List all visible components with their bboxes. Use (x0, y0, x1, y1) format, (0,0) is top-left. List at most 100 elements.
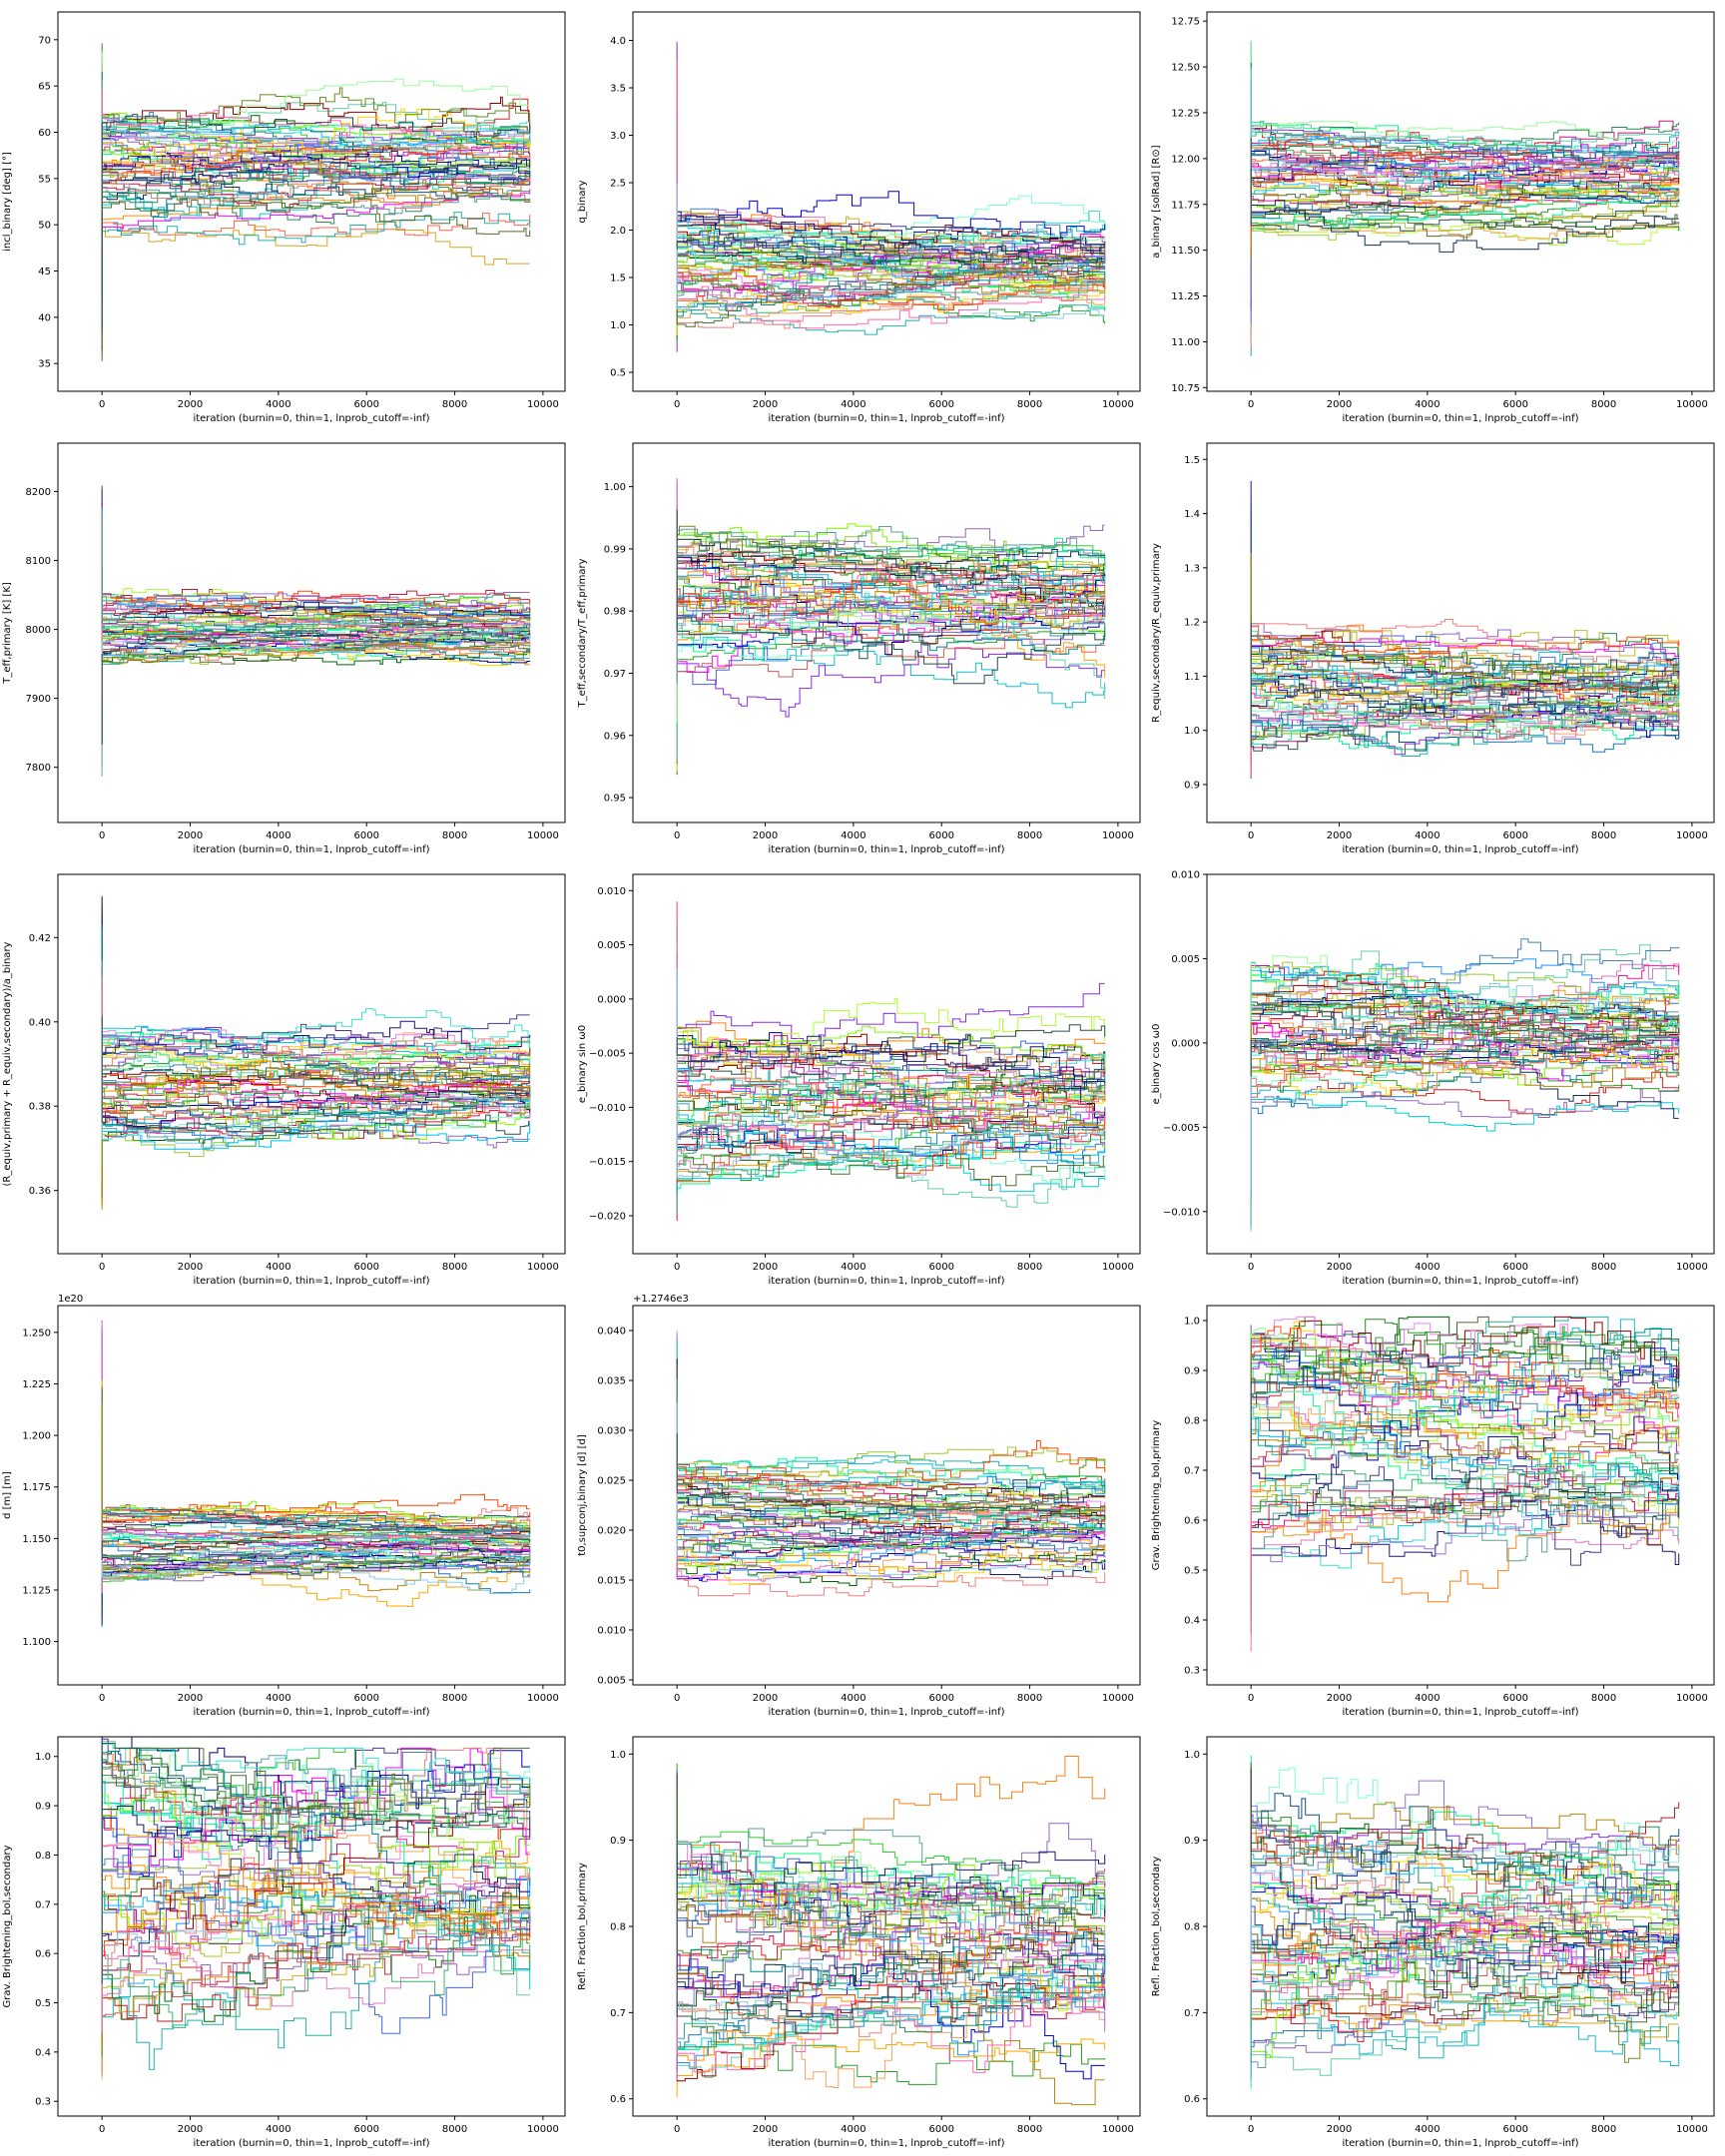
walker-trace-60 (1250, 1767, 1680, 2012)
y-tick-label: 70 (38, 35, 51, 46)
walker-trace-55 (1250, 662, 1679, 779)
x-axis-label: iteration (burnin=0, thin=1, lnprob_cuto… (768, 2138, 1004, 2149)
x-tick-label: 6000 (928, 399, 953, 410)
y-tick-label: 0.3 (1184, 1666, 1200, 1677)
walker-trace-52 (101, 178, 531, 209)
walker-trace-55 (676, 1027, 1105, 1191)
walker-trace-54 (676, 1102, 1106, 1169)
walker-trace-28 (676, 1397, 1106, 1551)
walker-trace-17 (676, 1886, 1106, 2011)
x-tick-label: 0 (674, 399, 680, 410)
walker-trace-36 (676, 1964, 1105, 2039)
walker-trace-41 (101, 1775, 531, 2041)
walker-trace-37 (1250, 1316, 1680, 1421)
x-tick-label: 10000 (1102, 1693, 1134, 1704)
x-tick-label: 4000 (841, 1262, 865, 1273)
y-tick-label: 11.75 (1171, 200, 1200, 211)
walker-trace-60 (676, 1433, 1106, 1517)
walker-trace-32 (676, 1079, 1106, 1208)
walker-trace-42 (101, 1379, 531, 1544)
walker-trace-57 (1250, 1483, 1679, 1613)
walker-trace-53 (1250, 1928, 1680, 2027)
walker-trace-43 (101, 100, 531, 193)
walker-trace-42 (101, 630, 531, 765)
walker-trace-35 (676, 1045, 1106, 1099)
y-tick-label: 0.96 (604, 731, 626, 742)
walker-trace-56 (101, 1054, 531, 1210)
walker-trace-42 (676, 280, 1105, 336)
walker-trace-53 (676, 1793, 1106, 2026)
y-tick-label: 0.6 (35, 1949, 51, 1960)
walker-trace-47 (1250, 1480, 1679, 1610)
walker-trace-56 (676, 536, 1106, 628)
walker-trace-39 (101, 905, 530, 1084)
walker-trace-49 (1250, 1359, 1679, 1464)
walker-trace-22 (101, 1027, 530, 1047)
walker-traces (676, 478, 1106, 776)
walker-trace-27 (101, 1779, 530, 1872)
x-tick-label: 10000 (527, 2124, 559, 2135)
x-tick-label: 6000 (928, 1262, 953, 1273)
walker-trace-8 (676, 65, 1106, 282)
trace-panel-3: 0 2000 4000 6000 8000 10000 10.75 11.00 11.25 11.… (1151, 11, 1715, 424)
walker-trace-8 (676, 1863, 1106, 2051)
x-tick-label: 6000 (353, 1693, 378, 1704)
x-tick-label: 4000 (266, 830, 290, 841)
x-tick-label: 6000 (1502, 1262, 1527, 1273)
trace-panel-2: 0 2000 4000 6000 8000 10000 0.5 1.0 1.5 2.0 2.5 3.0… (577, 11, 1141, 424)
walker-trace-38 (1250, 1766, 1680, 2059)
walker-trace-14 (1250, 1402, 1680, 1540)
walker-trace-12 (1250, 138, 1680, 297)
walker-trace-21 (101, 134, 530, 266)
y-tick-label: 0.005 (597, 1676, 626, 1687)
axes-frame (57, 1305, 566, 1686)
walker-trace-48 (676, 565, 1106, 762)
walker-trace-25 (1250, 1361, 1679, 1453)
walker-trace-5 (1250, 584, 1680, 676)
walker-trace-11 (676, 972, 1106, 1182)
walker-trace-31 (101, 1514, 531, 1604)
walker-trace-19 (1250, 1823, 1679, 1885)
walker-trace-34 (1250, 1404, 1680, 1614)
walker-trace-38 (101, 1056, 530, 1140)
x-axis-label: iteration (burnin=0, thin=1, lnprob_cuto… (768, 844, 1004, 855)
walker-trace-40 (1250, 158, 1679, 257)
x-tick-label: 8000 (1591, 399, 1616, 410)
walker-trace-57 (676, 526, 1106, 684)
walker-trace-34 (676, 1774, 1106, 1925)
walker-trace-44 (676, 1413, 1106, 1563)
x-tick-label: 2000 (178, 1693, 203, 1704)
walker-trace-51 (676, 1358, 1106, 1580)
y-axis-label: (R_equiv,primary + R_equiv,secondary)/a_… (2, 941, 13, 1186)
walker-trace-2 (1250, 1325, 1679, 1603)
walker-trace-23 (101, 123, 531, 176)
y-tick-label: 0.8 (1184, 1922, 1200, 1933)
walker-trace-48 (101, 1743, 531, 2033)
walker-trace-32 (101, 599, 530, 620)
x-tick-label: 10000 (1676, 2124, 1708, 2135)
walker-trace-45 (1250, 636, 1680, 766)
y-tick-label: 0.4 (1184, 1616, 1200, 1627)
y-tick-label: 0.7 (35, 1899, 51, 1910)
walker-trace-5 (676, 1400, 1105, 1569)
walker-trace-51 (101, 1756, 530, 1912)
y-tick-label: 1.175 (22, 1482, 51, 1493)
axes-frame (1206, 873, 1715, 1255)
walker-trace-31 (1250, 1334, 1680, 1618)
walker-trace-48 (101, 1455, 531, 1562)
walker-trace-41 (1250, 1452, 1680, 1556)
walker-trace-5 (101, 1918, 530, 2026)
walker-traces (1250, 938, 1680, 1232)
y-tick-label: 0.7 (1184, 1466, 1200, 1477)
walker-trace-55 (676, 538, 1105, 604)
walker-trace-36 (1250, 968, 1680, 1072)
y-tick-label: −0.020 (589, 1212, 626, 1223)
y-tick-label: 2.5 (610, 179, 626, 190)
y-tick-label: 0.95 (604, 794, 626, 805)
walker-trace-46 (676, 513, 1105, 615)
walker-trace-30 (676, 558, 1106, 641)
walker-trace-57 (676, 1828, 1106, 1951)
x-tick-label: 4000 (266, 2124, 290, 2135)
walker-trace-53 (676, 118, 1106, 317)
walker-trace-53 (676, 953, 1105, 1177)
